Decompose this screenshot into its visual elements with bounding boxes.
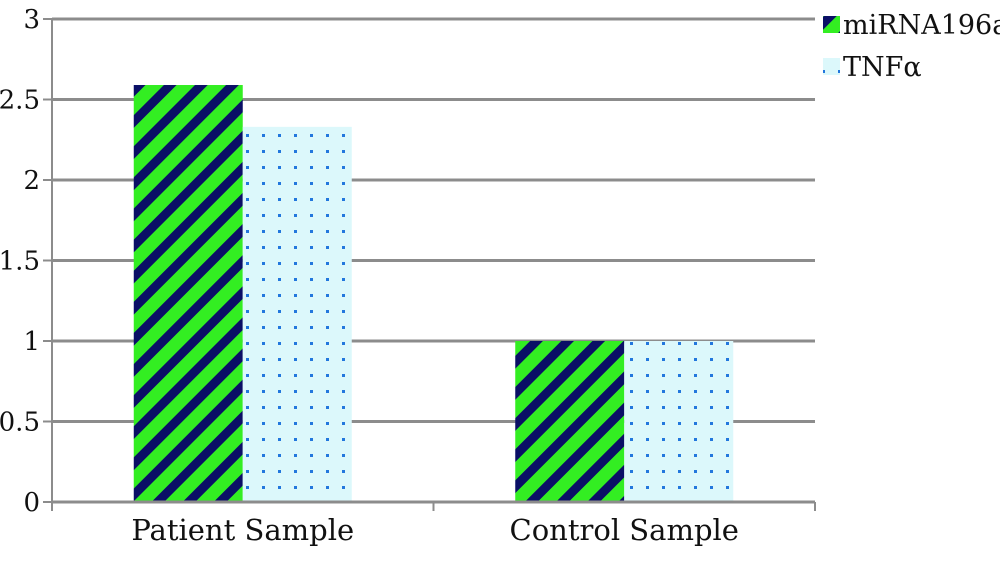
y-tick-label: 0.5	[0, 408, 40, 438]
y-tick-label: 3	[23, 5, 40, 35]
y-tick-labels: 0 0.5 1 1.5 2 2.5 3	[0, 5, 40, 518]
x-category-label: Patient Sample	[131, 513, 354, 547]
legend: miRNA196a TNFα	[823, 10, 1000, 83]
legend-label: TNFα	[843, 52, 922, 83]
x-tick-labels: Patient Sample Control Sample	[131, 513, 739, 547]
bar-tnf-patient-sample	[242, 126, 352, 503]
bar-tnf-control-sample	[624, 341, 734, 502]
y-tick-label: 1.5	[0, 247, 40, 277]
y-tick-label: 0	[23, 488, 40, 518]
legend-label: miRNA196a	[843, 10, 1000, 41]
y-tick-label: 2.5	[0, 86, 40, 116]
axes	[43, 18, 816, 511]
y-tick-label: 2	[23, 166, 40, 196]
y-tick-label: 1	[23, 327, 40, 357]
bar-mirna196a-patient-sample	[133, 85, 243, 502]
x-category-label: Control Sample	[510, 513, 739, 547]
bars	[133, 85, 734, 503]
bar-mirna196a-control-sample	[515, 341, 625, 502]
legend-swatch	[823, 58, 840, 75]
legend-swatch	[823, 16, 840, 33]
